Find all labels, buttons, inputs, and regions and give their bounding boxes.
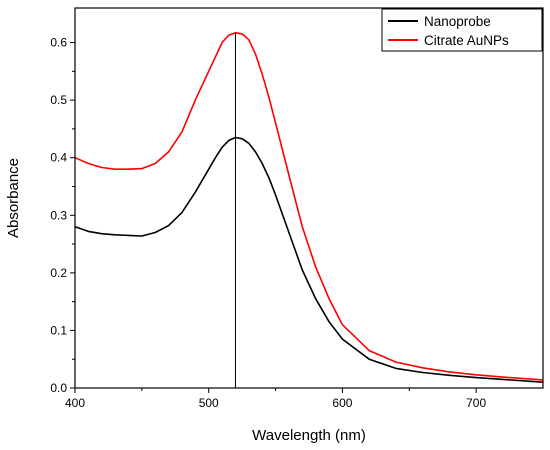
y-tick-label: 0.6 [50,36,67,50]
legend-box [381,8,543,52]
series-line-citrate-aunps [74,31,544,381]
legend-label-citrate-aunps: Citrate AuNPs [424,33,509,48]
y-tick-label: 0.0 [50,381,67,395]
legend: Nanoprobe Citrate AuNPs [381,8,543,52]
y-tick-label: 0.1 [50,323,67,337]
x-tick-label: 700 [466,396,486,410]
x-tick-label: 500 [199,396,219,410]
series-layer [74,31,544,383]
plot-frame [74,7,544,389]
series-line-nanoprobe [74,136,544,383]
y-axis-ticks: 0.0 0.1 0.2 0.3 0.4 0.5 0.6 [50,36,75,395]
y-axis-title: Absorbance [5,158,22,238]
y-tick-label: 0.4 [50,151,67,165]
y-tick-label: 0.3 [50,208,67,222]
x-axis-ticks: 400 500 600 700 [65,388,486,410]
x-tick-label: 400 [65,396,85,410]
y-tick-label: 0.2 [50,266,67,280]
legend-label-nanoprobe: Nanoprobe [424,14,491,29]
y-tick-label: 0.5 [50,93,67,107]
x-axis-title: Wavelength (nm) [252,427,366,444]
x-tick-label: 600 [332,396,352,410]
